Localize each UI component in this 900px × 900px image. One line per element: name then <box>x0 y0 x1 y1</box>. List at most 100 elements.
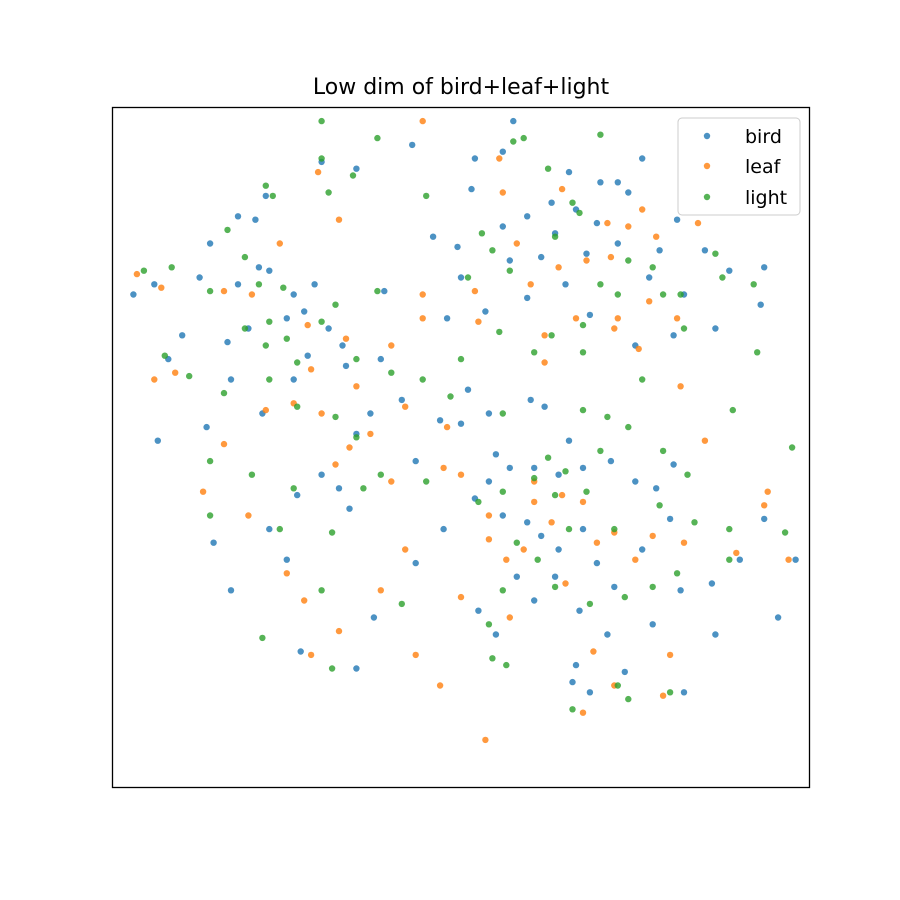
point-light <box>513 539 520 546</box>
point-light <box>489 655 496 662</box>
point-light <box>604 413 611 421</box>
point-light <box>544 454 552 461</box>
point-leaf <box>639 206 646 213</box>
point-leaf <box>402 546 409 553</box>
point-bird <box>151 281 158 288</box>
point-leaf <box>367 430 374 438</box>
point-light <box>168 264 175 271</box>
point-leaf <box>307 651 315 659</box>
point-bird <box>565 168 573 176</box>
point-light <box>579 349 587 356</box>
point-leaf <box>677 383 684 390</box>
point-leaf <box>572 315 580 322</box>
point-bird <box>524 519 531 526</box>
point-leaf <box>614 315 621 322</box>
point-bird <box>555 546 562 553</box>
point-light <box>597 447 604 455</box>
point-bird <box>632 478 639 485</box>
point-bird <box>569 678 576 686</box>
point-light <box>248 471 256 478</box>
point-leaf <box>649 532 656 540</box>
point-bird <box>353 665 360 672</box>
point-light <box>318 117 325 125</box>
point-bird <box>639 155 646 162</box>
point-leaf <box>632 556 639 563</box>
point-bird <box>538 253 545 261</box>
point-bird <box>429 233 437 240</box>
point-bird <box>653 485 660 492</box>
point-bird <box>283 315 290 322</box>
point-light <box>649 264 656 271</box>
point-light <box>597 131 604 138</box>
point-light <box>750 281 757 288</box>
point-leaf <box>558 185 566 193</box>
point-bird <box>666 515 674 523</box>
point-light <box>569 199 576 206</box>
point-light <box>377 471 384 478</box>
point-leaf <box>276 240 283 247</box>
point-bird <box>234 213 242 220</box>
point-leaf <box>499 189 506 196</box>
point-light <box>283 335 290 342</box>
point-bird <box>290 376 297 383</box>
point-light <box>520 134 527 142</box>
point-leaf <box>335 216 343 223</box>
point-leaf <box>680 539 688 546</box>
point-light <box>161 352 168 359</box>
point-light <box>579 321 587 329</box>
point-leaf <box>503 556 510 563</box>
point-bird <box>670 461 677 468</box>
point-light <box>719 274 726 281</box>
point-light <box>318 587 325 594</box>
point-bird <box>680 689 688 696</box>
point-bird <box>551 573 559 580</box>
point-light <box>680 325 688 332</box>
point-light <box>423 478 430 485</box>
point-light <box>475 498 482 506</box>
point-leaf <box>151 376 158 383</box>
point-light <box>586 600 594 608</box>
point-bird <box>436 417 444 424</box>
point-leaf <box>440 464 447 472</box>
point-bird <box>649 621 656 628</box>
point-light <box>656 502 663 509</box>
point-light <box>276 525 283 533</box>
point-bird <box>572 661 580 669</box>
point-bird <box>597 179 604 186</box>
point-light <box>262 342 269 349</box>
point-bird <box>301 308 308 315</box>
point-leaf <box>301 597 308 604</box>
point-leaf <box>531 498 538 506</box>
point-leaf <box>659 692 667 699</box>
point-light <box>625 695 632 703</box>
point-leaf <box>541 332 548 339</box>
point-bird <box>283 556 290 563</box>
point-light <box>499 488 506 495</box>
point-leaf <box>485 512 493 519</box>
point-bird <box>562 281 569 288</box>
point-light <box>499 410 506 417</box>
point-leaf <box>443 423 451 431</box>
point-light <box>625 257 632 264</box>
point-leaf <box>283 570 290 577</box>
point-bird <box>304 352 311 359</box>
point-light <box>294 359 301 366</box>
series-leaf <box>133 117 792 744</box>
point-light <box>478 230 486 237</box>
point-light <box>712 250 719 257</box>
point-bird <box>736 556 743 563</box>
point-leaf <box>485 536 493 543</box>
point-light <box>639 376 646 383</box>
point-bird <box>531 597 538 604</box>
point-light <box>220 389 228 397</box>
point-light <box>328 665 336 672</box>
point-leaf <box>220 440 228 448</box>
point-light <box>262 182 269 189</box>
point-bird <box>482 308 489 315</box>
point-light <box>241 325 249 332</box>
point-bird <box>342 362 350 370</box>
point-bird <box>252 216 259 223</box>
point-light <box>423 192 430 200</box>
point-light <box>621 593 628 601</box>
